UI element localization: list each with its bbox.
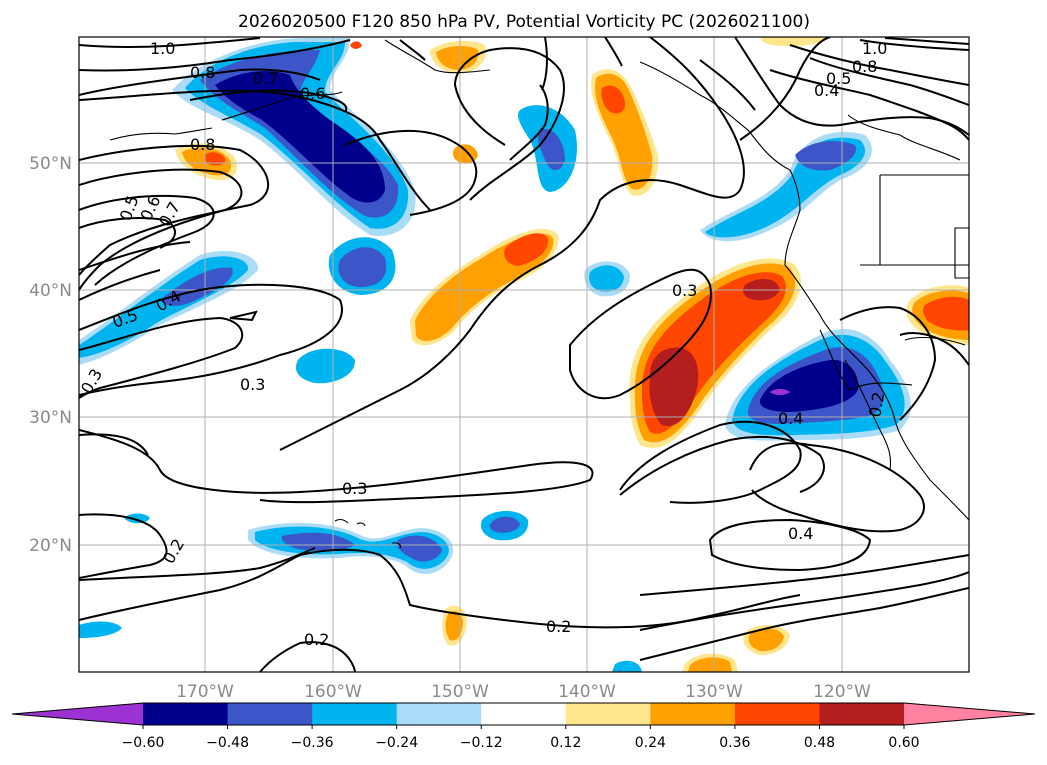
contour-label: 0.2 bbox=[304, 630, 329, 649]
lat-label: 30°N bbox=[29, 408, 72, 428]
lon-label: 150°W bbox=[431, 682, 489, 702]
lon-label: 170°W bbox=[176, 682, 234, 702]
colorbar-tick-label: −0.24 bbox=[375, 735, 418, 751]
contours bbox=[79, 37, 969, 672]
colorbar-tick-label: −0.36 bbox=[291, 735, 334, 751]
colorbar-segment bbox=[734, 703, 820, 725]
contour-label: 0.6 bbox=[300, 84, 325, 103]
latitude-labels: 50°N 40°N 30°N 20°N bbox=[29, 154, 72, 556]
colorbar-extend-min bbox=[12, 703, 143, 725]
contour-label: 0.3 bbox=[342, 479, 367, 498]
lon-label: 140°W bbox=[558, 682, 616, 702]
colorbar-segment bbox=[819, 703, 905, 725]
colorbar-tick-label: 0.60 bbox=[888, 735, 919, 751]
graticule bbox=[79, 37, 969, 672]
contour-label: 0.8 bbox=[190, 135, 215, 154]
lat-label: 40°N bbox=[29, 281, 72, 301]
contour-label: 0.3 bbox=[240, 375, 265, 394]
contour-label: 0.2 bbox=[546, 617, 571, 636]
lat-label: 20°N bbox=[29, 536, 72, 556]
colorbar-tick-label: −0.48 bbox=[206, 735, 249, 751]
figure-title: 2026020500 F120 850 hPa PV, Potential Vo… bbox=[238, 12, 810, 32]
lon-label: 130°W bbox=[685, 682, 743, 702]
colorbar-tick-label: 0.12 bbox=[550, 735, 581, 751]
lon-label: 120°W bbox=[813, 682, 871, 702]
colorbar-segment bbox=[227, 703, 313, 725]
colorbar-segment bbox=[143, 703, 229, 725]
colorbar-extend-max bbox=[904, 703, 1035, 725]
contour-label: 0.4 bbox=[814, 81, 839, 100]
colorbar-tick-label: 0.24 bbox=[635, 735, 666, 751]
contour-label: 0.7 bbox=[253, 69, 278, 88]
contour-label: 0.5 bbox=[826, 69, 851, 88]
contour-label: 1.0 bbox=[862, 39, 887, 58]
colorbar-segment bbox=[565, 703, 651, 725]
colorbar-tick-label: 0.48 bbox=[804, 735, 835, 751]
coastlines bbox=[109, 39, 969, 549]
colorbar-tick-label: 0.36 bbox=[719, 735, 750, 751]
contour-label: 0.2 bbox=[865, 390, 888, 418]
colorbar: −0.60 −0.48 −0.36 −0.24 −0.12 0.12 0.24 0.36 0.4… bbox=[11, 702, 1036, 751]
colorbar-segment bbox=[312, 703, 398, 725]
map-frame bbox=[78, 36, 970, 673]
contour-label: 0.8 bbox=[190, 63, 215, 82]
colorbar-tick-label: −0.12 bbox=[460, 735, 503, 751]
contour-label: 0.3 bbox=[672, 281, 697, 300]
colorbar-segment bbox=[481, 703, 567, 725]
contour-label: 1.0 bbox=[150, 39, 175, 58]
colorbar-tick-label: −0.60 bbox=[122, 735, 165, 751]
colorbar-segment bbox=[396, 703, 482, 725]
longitude-labels: 170°W 160°W 150°W 140°W 130°W 120°W bbox=[176, 682, 871, 702]
contour-label: 0.4 bbox=[778, 409, 803, 428]
contour-label: 0.4 bbox=[788, 524, 813, 543]
colorbar-segment bbox=[650, 703, 736, 725]
map-area: 1.0 0.8 0.7 0.6 0.8 0.5 0.6 0.7 0.4 0.5 … bbox=[79, 37, 969, 672]
lon-label: 160°W bbox=[304, 682, 362, 702]
contour-label: 0.8 bbox=[852, 57, 877, 76]
lat-label: 50°N bbox=[29, 154, 72, 174]
